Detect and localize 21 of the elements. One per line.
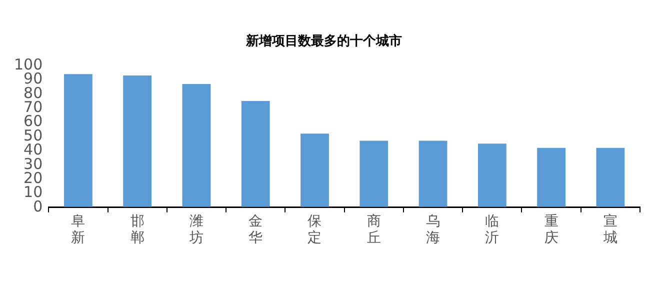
- bar: [123, 76, 152, 207]
- x-tick-label: 宣城: [602, 213, 618, 246]
- bar: [596, 148, 625, 207]
- chart-title: 新增项目数最多的十个城市: [245, 33, 402, 50]
- bar: [360, 140, 388, 207]
- x-tick-label: 邯郸: [130, 213, 144, 246]
- x-tick-label: 重庆: [544, 213, 558, 246]
- bar: [537, 148, 566, 207]
- bar: [241, 101, 270, 207]
- bar: [478, 144, 506, 207]
- bar: [182, 84, 211, 207]
- bar: [64, 74, 92, 207]
- x-tick-label: 金华: [248, 213, 263, 246]
- x-tick-label: 商丘: [366, 213, 381, 246]
- x-tick-label: 乌海: [426, 213, 440, 246]
- x-tick-label: 潍坊: [188, 213, 204, 246]
- x-tick-label: 阜新: [71, 213, 86, 246]
- x-tick-label: 临沂: [485, 213, 500, 246]
- bar: [300, 134, 329, 207]
- x-tick-label: 保定: [308, 213, 322, 246]
- bar: [418, 140, 448, 207]
